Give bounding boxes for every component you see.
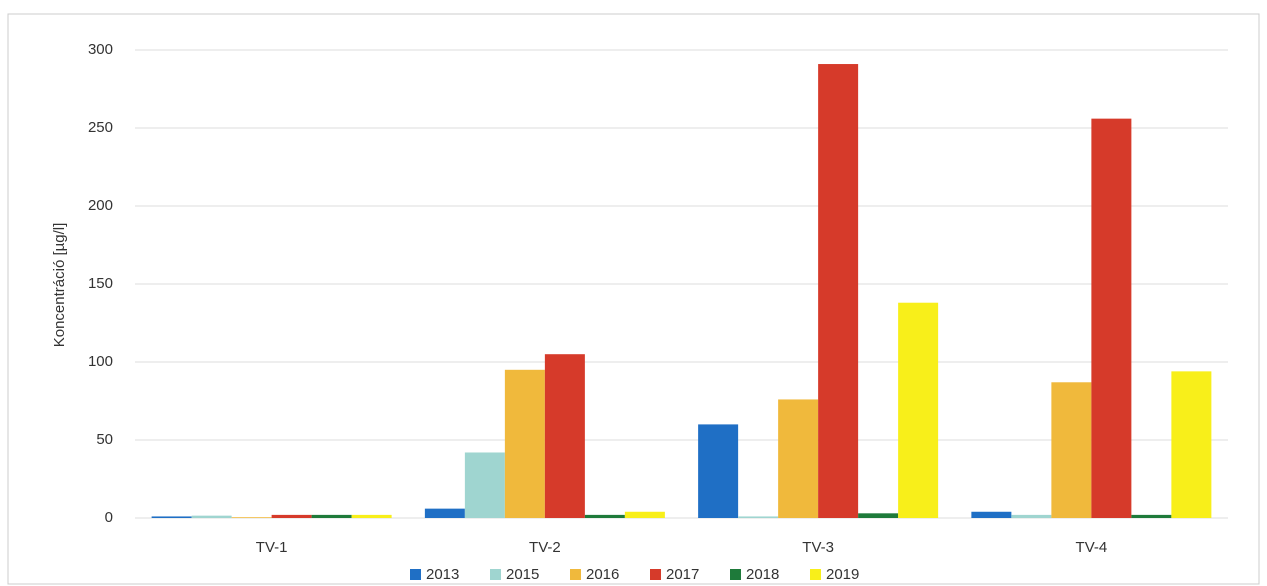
legend-label: 2018	[746, 566, 779, 583]
bar	[351, 514, 392, 518]
legend-swatch	[650, 569, 661, 580]
bar	[624, 511, 665, 518]
legend-swatch	[490, 569, 501, 580]
x-tick-label: TV-2	[529, 539, 561, 556]
y-tick-label: 100	[88, 353, 113, 370]
bar	[231, 517, 272, 518]
y-tick-label: 50	[96, 431, 113, 448]
bar	[858, 513, 899, 518]
y-axis-label: Koncentráció [µg/l]	[51, 223, 68, 348]
legend-swatch	[730, 569, 741, 580]
bar	[818, 64, 859, 518]
bar	[898, 302, 939, 518]
legend-swatch	[570, 569, 581, 580]
x-tick-label: TV-1	[256, 539, 288, 556]
bar	[464, 452, 505, 518]
legend-label: 2015	[506, 566, 539, 583]
bar	[191, 515, 232, 518]
bar	[271, 514, 312, 518]
legend-swatch	[810, 569, 821, 580]
bar	[698, 424, 739, 518]
bar	[1091, 118, 1132, 518]
bar	[778, 399, 819, 518]
legend-swatch	[410, 569, 421, 580]
legend-label: 2016	[586, 566, 619, 583]
y-tick-label: 250	[88, 119, 113, 136]
bar	[584, 514, 625, 518]
bar	[151, 516, 192, 518]
bar	[1011, 514, 1052, 518]
y-tick-label: 0	[105, 509, 113, 526]
legend-label: 2013	[426, 566, 459, 583]
y-tick-label: 300	[88, 41, 113, 58]
bar	[1051, 382, 1092, 518]
bar	[1171, 371, 1212, 518]
legend-label: 2017	[666, 566, 699, 583]
bar	[738, 516, 779, 518]
y-tick-label: 150	[88, 275, 113, 292]
chart-frame	[7, 13, 1260, 585]
y-tick-label: 200	[88, 197, 113, 214]
x-tick-label: TV-4	[1076, 539, 1108, 556]
bar	[504, 369, 545, 518]
bar	[424, 508, 465, 518]
legend-label: 2019	[826, 566, 859, 583]
bar	[311, 514, 352, 518]
bar	[971, 511, 1012, 518]
bar	[544, 354, 585, 518]
x-tick-label: TV-3	[802, 539, 834, 556]
bar	[1131, 514, 1172, 518]
